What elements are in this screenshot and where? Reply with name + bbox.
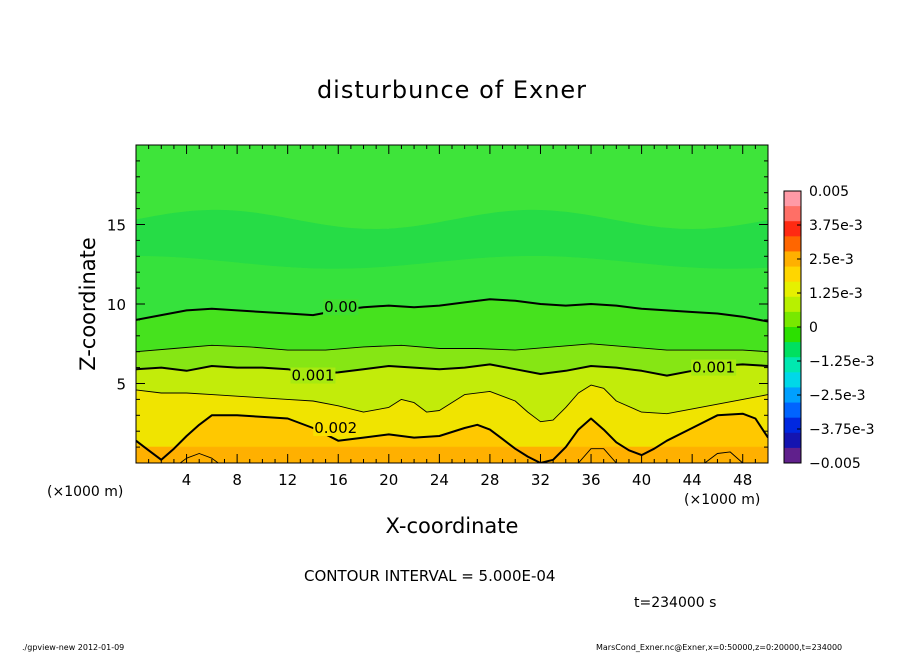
contour-label-background [313, 420, 359, 437]
colorbar-swatch [784, 327, 801, 343]
contour-label-background [323, 299, 359, 316]
x-tick-label: 16 [329, 471, 348, 489]
colorbar-swatch [784, 447, 801, 464]
contour-line-0 [136, 298, 768, 323]
contour-line-3 [136, 384, 768, 423]
colorbar-swatch [784, 417, 801, 434]
colorbar-swatch [784, 432, 801, 449]
time-label: t=234000 s [634, 595, 717, 611]
x-tick-label: 44 [683, 471, 702, 489]
colorbar-tick-label: 2.5e-3 [809, 252, 854, 268]
contour-line-4 [136, 412, 768, 463]
x-tick-label: 12 [278, 471, 297, 489]
colorbar-swatch [784, 402, 801, 419]
x-tick-label: 20 [379, 471, 398, 489]
colorbar-tick-label: −0.005 [809, 456, 861, 472]
x-unit-label-left: (×1000 m) [47, 484, 124, 500]
x-tick-label: 28 [480, 471, 499, 489]
contour-line-7 [704, 451, 743, 463]
contour-line-6 [578, 448, 617, 463]
colorbar-swatch [784, 387, 801, 404]
colorbar: 0.005 3.75e-3 2.5e-3 1.25e-3 0 −1.25e-3 −2.5e-… [783, 184, 874, 472]
colorbar-swatch [784, 206, 801, 222]
contour-line-1 [136, 343, 768, 353]
x-tick-label: 36 [581, 471, 600, 489]
chart-title: disturbunce of Exner [316, 76, 588, 104]
colorbar-swatch [784, 342, 801, 358]
x-tick-label: 4 [182, 471, 192, 489]
x-tick-label: 32 [531, 471, 550, 489]
y-tick-label: 5 [116, 376, 126, 394]
field-band-8 [136, 446, 768, 463]
x-axis-ticks: 4 8 12 16 20 24 28 32 36 40 44 48 [148, 145, 756, 489]
colorbar-swatch [784, 191, 801, 207]
x-tick-label: 48 [733, 471, 752, 489]
y-axis-ticks: 5 10 15 [107, 160, 768, 448]
colorbar-swatch [784, 296, 801, 313]
contour-lines [136, 298, 768, 463]
colorbar-tick-label: −3.75e-3 [809, 422, 874, 438]
contour-line-2 [136, 363, 768, 377]
x-tick-label: 8 [232, 471, 242, 489]
contour-labels: 0.00 0.001 0.001 0.002 [290, 298, 737, 437]
colorbar-tick-label: −2.5e-3 [809, 388, 866, 404]
colorbar-swatch [784, 251, 801, 268]
colorbar-swatch [784, 357, 801, 373]
colorbar-swatch [784, 281, 801, 298]
contour-line-5 [179, 453, 219, 463]
contour-interval-text: CONTOUR INTERVAL = 5.000E-04 [304, 567, 556, 585]
x-tick-label: 40 [632, 471, 651, 489]
colorbar-swatch [784, 221, 801, 237]
footer-left-text: ./gpview-new 2012-01-09 [22, 643, 125, 652]
y-tick-label: 10 [107, 296, 126, 314]
contour-label: 0.00 [324, 298, 357, 316]
contour-label: 0.001 [291, 367, 334, 385]
contour-label-background [691, 359, 737, 376]
colorbar-tick-label: 1.25e-3 [809, 286, 863, 302]
colorbar-tick-label: −1.25e-3 [809, 354, 874, 370]
y-tick-label: 15 [107, 217, 126, 235]
x-tick-label: 24 [430, 471, 449, 489]
x-axis-label: X-coordinate [385, 514, 519, 538]
colorbar-swatch [784, 236, 801, 252]
colorbar-tick-label: 0.005 [809, 184, 849, 200]
contour-label-background [290, 367, 336, 384]
contour-label: 0.002 [314, 419, 357, 437]
footer-right-text: MarsCond_Exner.nc@Exner,x=0:50000,z=0:20… [596, 643, 843, 652]
contour-label: 0.001 [692, 359, 735, 377]
colorbar-swatch [784, 372, 801, 388]
colorbar-swatch [784, 311, 801, 328]
colorbar-tick-label: 0 [809, 320, 818, 336]
x-unit-label-right: (×1000 m) [684, 492, 761, 508]
colorbar-swatch [784, 266, 801, 283]
colorbar-tick-label: 3.75e-3 [809, 218, 863, 234]
